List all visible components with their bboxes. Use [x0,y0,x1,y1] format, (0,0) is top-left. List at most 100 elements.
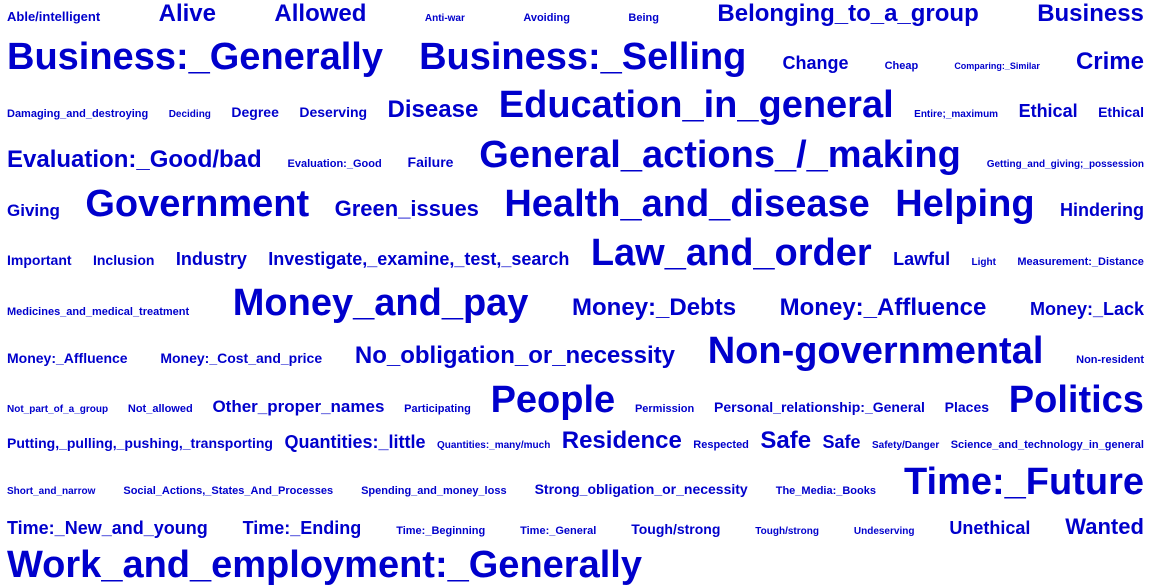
cloud-term[interactable]: Business:_Selling [419,35,747,78]
cloud-term[interactable]: Crime [1075,47,1144,75]
cloud-term[interactable]: Ethical [1098,103,1144,120]
cloud-row: Not_part_of_a_group Not_allowed Other_prop… [7,381,1144,419]
cloud-row: Money:_Affluence Money:_Cost_and_price No_… [7,332,1144,370]
cloud-term[interactable]: Permission [634,402,695,415]
cloud-term[interactable]: Non-governmental [707,329,1044,372]
cloud-term[interactable]: Education_in_general [498,83,894,126]
cloud-term[interactable]: Law_and_order [590,231,872,274]
cloud-term[interactable]: Social_Actions,_States_And_Processes [123,484,334,497]
cloud-term[interactable]: Short_and_narrow [7,485,96,497]
cloud-term[interactable]: Comparing:_Similar [954,60,1040,71]
cloud-row: Putting,_pulling,_pushing,_transporting Q… [7,429,1144,453]
cloud-term[interactable]: Important [7,251,72,268]
cloud-term[interactable]: Personal_relationship:_General [714,398,925,415]
cloud-term[interactable]: Cheap [884,59,919,72]
cloud-term[interactable]: Undeserving [853,526,915,538]
cloud-term[interactable]: Time:_Ending [242,518,362,539]
cloud-term[interactable]: Health_and_disease [504,182,870,225]
cloud-term[interactable]: Places [944,398,990,415]
cloud-term[interactable]: Medicines_and_medical_treatment [7,305,190,318]
cloud-term[interactable]: Industry [175,248,247,269]
cloud-term[interactable]: Business [1037,0,1144,28]
cloud-term[interactable]: Money:_Debts [572,293,737,321]
cloud-row: Giving Government Green_issues Health_and_d… [7,185,1144,223]
cloud-term[interactable]: Degree [231,103,279,120]
cloud-term[interactable]: Helping [895,182,1035,225]
cloud-term[interactable]: Hindering [1059,199,1144,220]
cloud-term[interactable]: Government [85,182,310,225]
cloud-row: Business:_Generally Business:_Selling Chan… [7,38,1144,76]
cloud-term[interactable]: Money:_Cost_and_price [160,349,323,366]
cloud-term[interactable]: Lawful [893,248,951,269]
cloud-term[interactable]: Politics [1008,378,1144,421]
cloud-term[interactable]: Unethical [949,518,1031,539]
cloud-term[interactable]: Quantities:_many/much [436,440,551,452]
cloud-term[interactable]: Green_issues [334,195,479,221]
cloud-term[interactable]: The_Media:_Books [775,484,876,497]
cloud-term[interactable]: Evaluation:_Good [287,157,382,170]
cloud-term[interactable]: Not_allowed [127,402,193,415]
cloud-term[interactable]: Evaluation:_Good/bad [7,145,262,173]
cloud-term[interactable]: Strong_obligation_or_necessity [534,480,748,497]
cloud-row: Able/intelligent Alive Allowed Anti-war Avoi… [7,2,1144,26]
cloud-term[interactable]: Money:_Lack [1029,298,1144,319]
cloud-term[interactable]: Light [971,256,996,268]
cloud-term[interactable]: Failure [407,153,454,170]
cloud-term[interactable]: Anti-war [424,13,465,25]
cloud-term[interactable]: Allowed [274,0,367,28]
cloud-term[interactable]: Time:_Beginning [396,525,486,538]
cloud-term[interactable]: Entire;_maximum [914,108,999,120]
cloud-term[interactable]: No_obligation_or_necessity [354,341,675,369]
cloud-term[interactable]: Putting,_pulling,_pushing,_transporting [7,435,273,452]
cloud-term[interactable]: Being [628,12,659,25]
cloud-term[interactable]: Spending_and_money_loss [361,484,507,497]
cloud-term[interactable]: Work_and_employment:_Generally [7,543,642,586]
cloud-term[interactable]: Money:_Affluence [7,349,128,366]
cloud-term[interactable]: Safety/Danger [872,440,940,452]
cloud-term[interactable]: Measurement:_Distance [1017,255,1144,268]
cloud-term[interactable]: Deciding [168,108,211,120]
cloud-term[interactable]: Inclusion [92,251,155,268]
cloud-term[interactable]: Time:_General [520,525,597,538]
cloud-term[interactable]: Able/intelligent [7,9,101,25]
cloud-term[interactable]: Disease [387,95,479,123]
cloud-term[interactable]: Participating [404,402,471,415]
cloud-row: Work_and_employment:_Generally [7,546,1144,584]
cloud-row: Damaging_and_destroying Deciding Degree Des… [7,86,1144,124]
cloud-term[interactable]: Avoiding [523,12,570,25]
cloud-term[interactable]: Time:_New_and_young [7,518,208,539]
cloud-term[interactable]: Giving [7,200,60,220]
cloud-term[interactable]: Time:_Future [903,460,1144,503]
cloud-row: Important Inclusion Industry Investigate,_e… [7,234,1144,272]
cloud-term[interactable]: Other_proper_names [212,396,385,416]
cloud-term[interactable]: Safe [822,432,861,453]
cloud-term[interactable]: Respected [693,439,749,452]
cloud-term[interactable]: Belonging_to_a_group [717,0,979,28]
cloud-row: Time:_New_and_young Time:_Ending Time:_Beg… [7,516,1144,538]
cloud-term[interactable]: Wanted [1065,514,1144,540]
cloud-term[interactable]: Damaging_and_destroying [7,107,149,120]
cloud-term[interactable]: Business:_Generally [7,35,383,78]
cloud-row: Medicines_and_medical_treatment Money_and… [7,284,1144,322]
cloud-row: Evaluation:_Good/bad Evaluation:_Good Fail… [7,136,1144,174]
cloud-term[interactable]: General_actions_/_making [479,133,961,176]
cloud-term[interactable]: Ethical [1018,100,1078,121]
cloud-term[interactable]: Tough/strong [755,526,819,538]
cloud-term[interactable]: Money:_Affluence [779,293,987,321]
cloud-term[interactable]: Alive [158,0,216,28]
cloud-term[interactable]: Quantities:_little [284,432,426,453]
cloud-row: Short_and_narrow Social_Actions,_States_A… [7,463,1144,501]
cloud-term[interactable]: Not_part_of_a_group [7,403,109,415]
cloud-term[interactable]: Science_and_technology_in_general [950,439,1144,452]
cloud-term[interactable]: Residence [561,427,682,455]
cloud-term[interactable]: Change [782,52,849,73]
cloud-term[interactable]: Investigate,_examine,_test,_search [268,248,570,269]
cloud-term[interactable]: Deserving [299,103,368,120]
cloud-term[interactable]: Money_and_pay [232,281,529,324]
cloud-term[interactable]: Tough/strong [631,521,721,538]
cloud-term[interactable]: Non-resident [1076,353,1144,366]
cloud-term[interactable]: People [490,378,616,421]
cloud-term[interactable]: Safe [760,427,812,455]
cloud-term[interactable]: Getting_and_giving;_possession [986,158,1144,170]
